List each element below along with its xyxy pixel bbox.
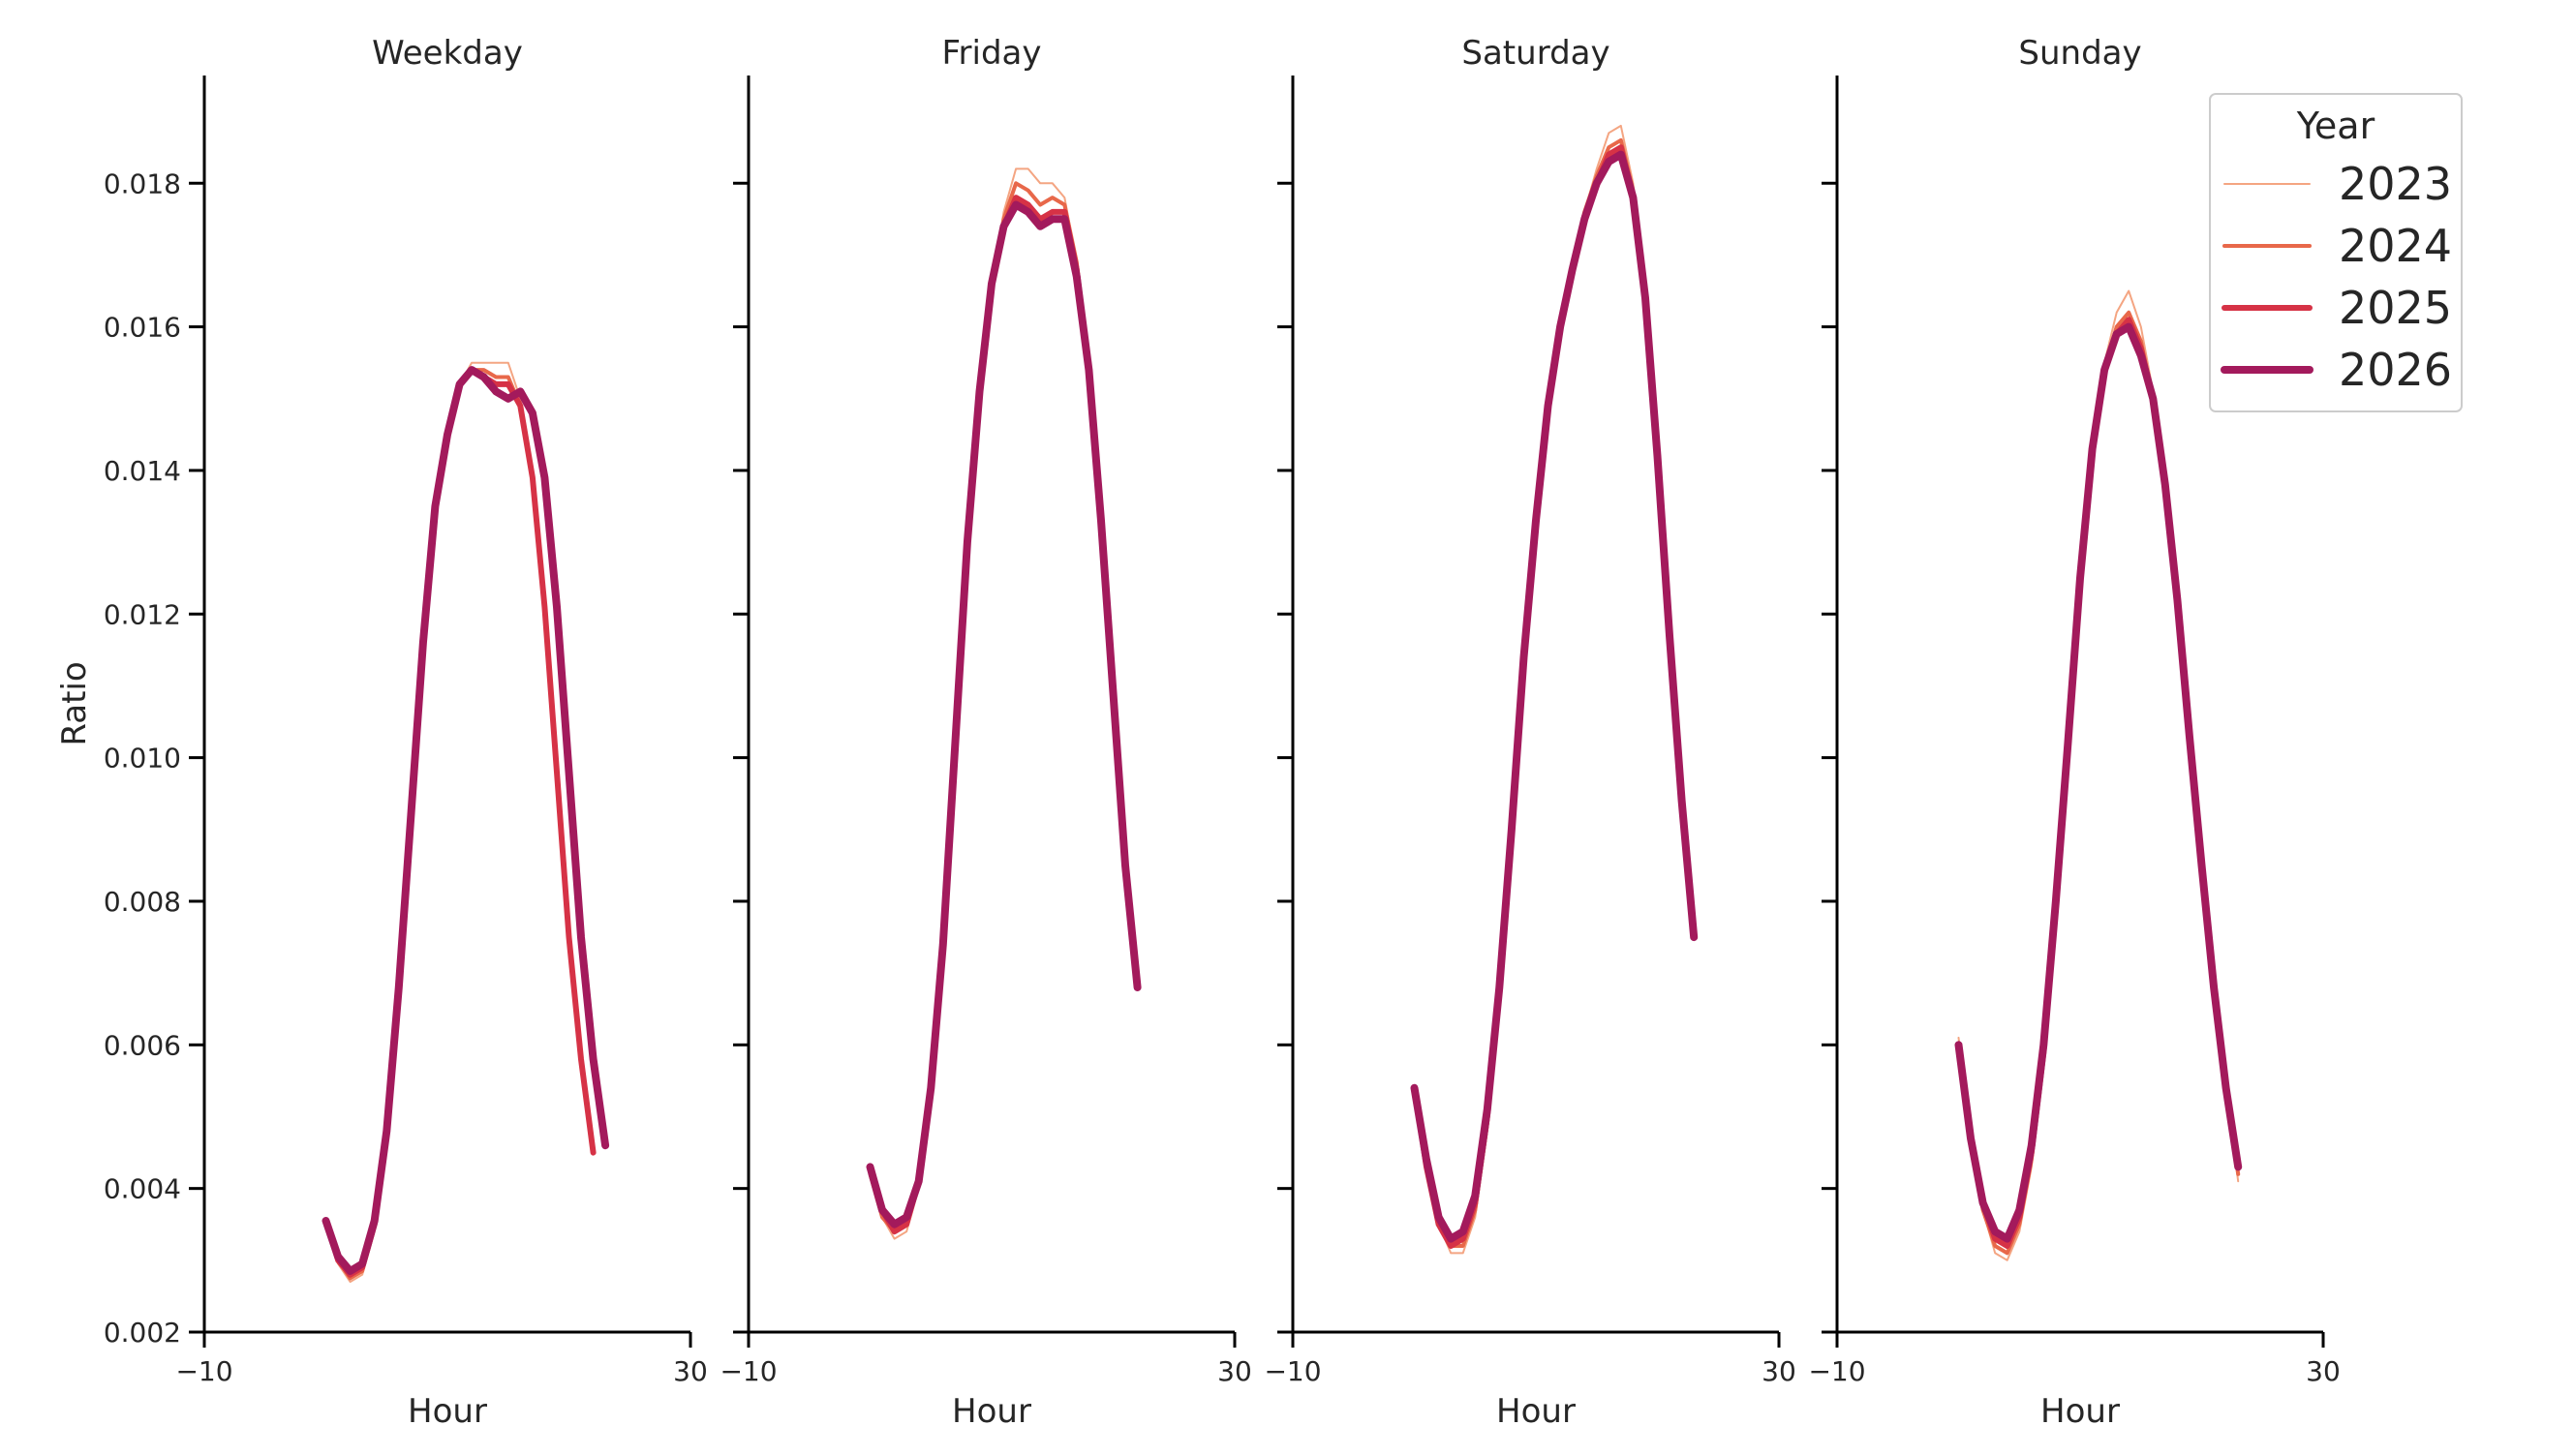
x-tick-label: −10 bbox=[175, 1355, 232, 1387]
legend-label-2026: 2026 bbox=[2339, 344, 2452, 396]
series-line-2024-saturday bbox=[1412, 137, 1697, 1248]
x-tick-label: −10 bbox=[1808, 1355, 1865, 1387]
x-axis-label-weekday: Hour bbox=[408, 1392, 487, 1431]
panel-title-sunday: Sunday bbox=[2018, 34, 2141, 73]
y-tick-label: 0.012 bbox=[104, 598, 181, 630]
series-line-2025-weekday bbox=[322, 367, 597, 1278]
x-axis-label-saturday: Hour bbox=[1496, 1392, 1576, 1431]
y-tick-label: 0.004 bbox=[104, 1173, 181, 1205]
series-line-2026-saturday bbox=[1410, 150, 1699, 1243]
legend-box bbox=[2209, 93, 2463, 412]
y-tick-label: 0.016 bbox=[104, 312, 181, 344]
legend-label-2023: 2023 bbox=[2339, 158, 2452, 210]
x-axis-label-friday: Hour bbox=[952, 1392, 1031, 1431]
x-tick-label: 30 bbox=[2306, 1355, 2341, 1387]
y-tick-label: 0.002 bbox=[104, 1317, 181, 1349]
series-line-2023-saturday bbox=[1413, 124, 1696, 1255]
series-line-2025-saturday bbox=[1411, 144, 1698, 1249]
x-tick-label: 30 bbox=[673, 1355, 708, 1387]
y-axis-label: Ratio bbox=[55, 661, 94, 745]
series-line-2023-friday bbox=[869, 167, 1139, 1240]
x-tick-label: −10 bbox=[720, 1355, 777, 1387]
legend-title: Year bbox=[2296, 105, 2375, 147]
panel-title-weekday: Weekday bbox=[372, 34, 523, 73]
y-tick-label: 0.010 bbox=[104, 743, 181, 774]
series-line-2026-weekday bbox=[322, 366, 610, 1275]
panel-title-saturday: Saturday bbox=[1461, 34, 1609, 73]
series-line-2024-friday bbox=[868, 181, 1140, 1234]
series-line-2026-sunday bbox=[1954, 322, 2243, 1243]
series-line-2024-weekday bbox=[323, 368, 596, 1281]
series-line-2026-friday bbox=[866, 200, 1142, 1228]
legend-label-2024: 2024 bbox=[2339, 220, 2452, 272]
series-line-2023-weekday bbox=[324, 361, 595, 1284]
y-tick-label: 0.018 bbox=[104, 167, 181, 199]
x-tick-label: −10 bbox=[1264, 1355, 1321, 1387]
y-tick-label: 0.006 bbox=[104, 1029, 181, 1061]
series-line-2025-friday bbox=[867, 195, 1141, 1235]
x-tick-label: 30 bbox=[1762, 1355, 1796, 1387]
legend-label-2025: 2025 bbox=[2339, 282, 2452, 334]
y-tick-label: 0.008 bbox=[104, 886, 181, 918]
panel-title-friday: Friday bbox=[941, 34, 1041, 73]
y-tick-label: 0.014 bbox=[104, 455, 181, 487]
x-tick-label: 30 bbox=[1217, 1355, 1252, 1387]
x-axis-label-sunday: Hour bbox=[2040, 1392, 2120, 1431]
